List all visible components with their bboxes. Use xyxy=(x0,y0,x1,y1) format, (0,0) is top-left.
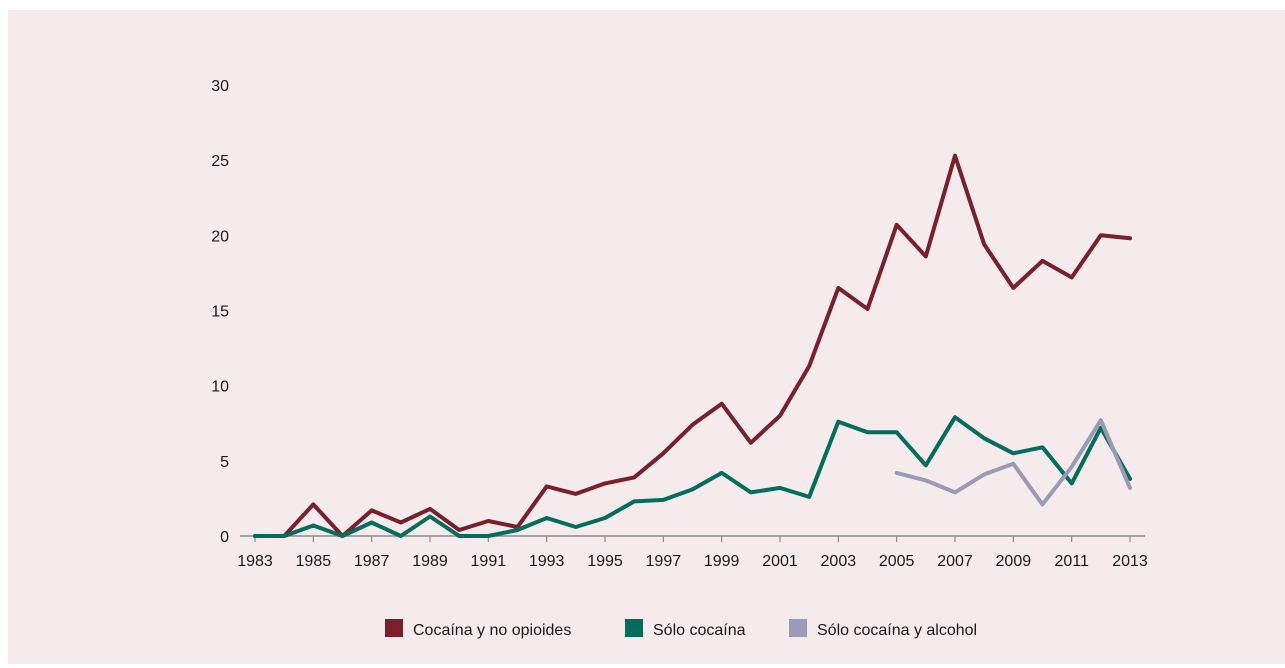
chart-panel xyxy=(8,10,1285,664)
legend-swatch xyxy=(385,619,403,637)
legend-swatch xyxy=(625,619,643,637)
y-tick-label: 10 xyxy=(211,379,229,396)
y-axis-ticks: 0 5 10 15 20 25 30 xyxy=(211,78,229,546)
x-tick-label: 2013 xyxy=(1112,553,1148,570)
x-tick-label: 2007 xyxy=(937,553,973,570)
x-tick-label: 1991 xyxy=(471,553,507,570)
x-tick-label: 1985 xyxy=(296,553,332,570)
x-tick-label: 2009 xyxy=(996,553,1032,570)
x-tick-label: 1983 xyxy=(237,553,273,570)
legend-label: Cocaína y no opioides xyxy=(413,622,571,639)
series-line-1 xyxy=(253,153,1132,538)
legend-label: Sólo cocaína y alcohol xyxy=(817,622,977,639)
legend-label: Sólo cocaína xyxy=(653,622,746,639)
x-tick-label: 1987 xyxy=(354,553,390,570)
x-tick-label: 2005 xyxy=(879,553,915,570)
x-tick-label: 1989 xyxy=(412,553,448,570)
y-tick-label: 0 xyxy=(220,529,229,546)
x-tick-label: 1995 xyxy=(587,553,623,570)
x-tick-label: 1997 xyxy=(646,553,682,570)
x-tick-label: 2003 xyxy=(821,553,857,570)
series-lines xyxy=(253,153,1132,538)
legend: Cocaína y no opioides Sólo cocaína Sólo co… xyxy=(385,619,977,639)
y-tick-label: 15 xyxy=(211,304,229,321)
x-tick-label: 1999 xyxy=(704,553,740,570)
legend-swatch xyxy=(789,619,807,637)
y-tick-label: 25 xyxy=(211,153,229,170)
x-tick-label: 2011 xyxy=(1054,553,1089,570)
y-tick-label: 20 xyxy=(211,228,229,245)
y-tick-label: 5 xyxy=(220,454,229,471)
y-tick-label: 30 xyxy=(211,78,229,95)
series-line-3 xyxy=(894,418,1132,507)
x-axis-ticks: 1983 1985 1987 1989 1991 1993 1995 1997 1999 2001… xyxy=(237,536,1148,570)
series-line-2 xyxy=(253,415,1132,538)
x-tick-label: 1993 xyxy=(529,553,565,570)
x-tick-label: 2001 xyxy=(762,553,798,570)
